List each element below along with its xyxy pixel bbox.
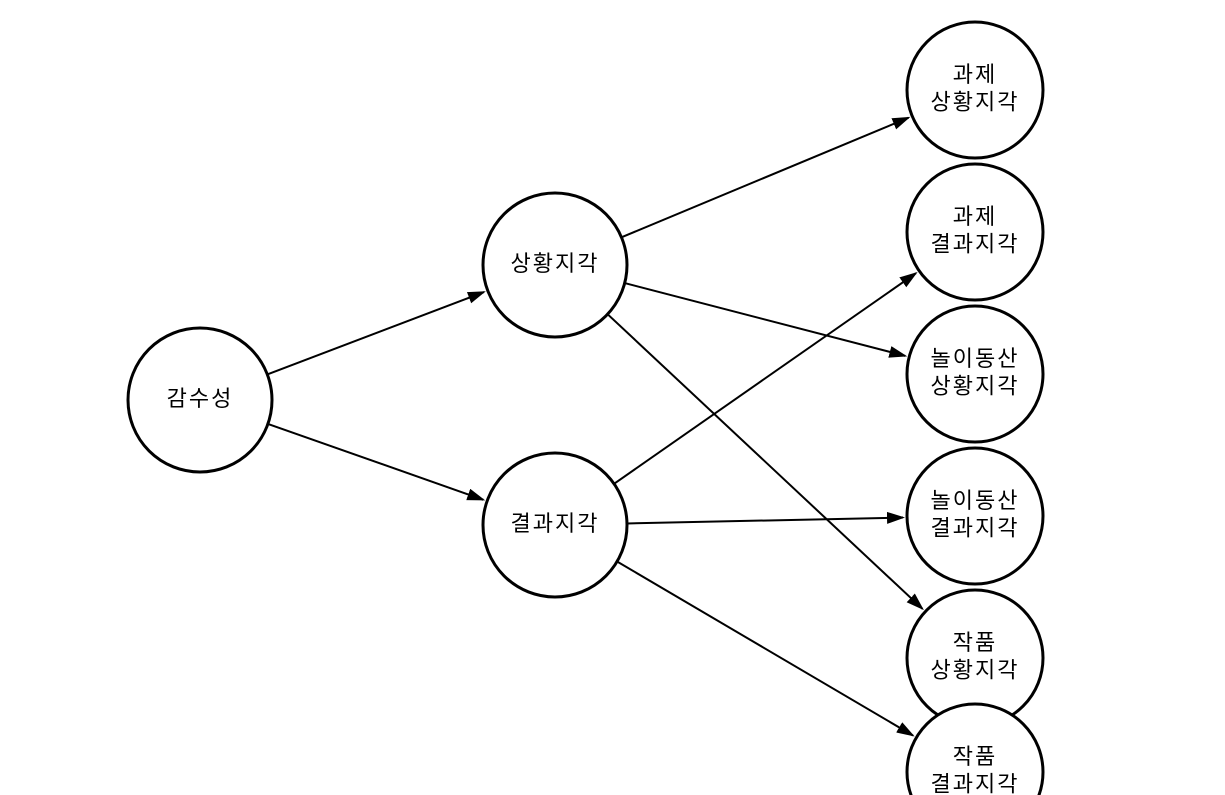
node-label-leaf2-line0: 과제 (953, 204, 997, 229)
edge-mid1-leaf3 (625, 283, 906, 356)
node-label-leaf5-line1: 상황지각 (931, 658, 1020, 683)
node-label-leaf3-line1: 상황지각 (931, 374, 1020, 399)
node-label-leaf2-line1: 결과지각 (931, 232, 1020, 257)
node-mid1: 상황지각 (483, 193, 627, 337)
node-leaf6: 작품결과지각 (907, 704, 1043, 795)
node-leaf1: 과제상황지각 (907, 22, 1043, 158)
node-label-mid2-line0: 결과지각 (511, 511, 600, 536)
nodes-layer: 감수성상황지각결과지각과제상황지각과제결과지각놀이동산상황지각놀이동산결과지각작… (128, 22, 1043, 795)
node-label-leaf6-line1: 결과지각 (931, 772, 1020, 795)
edge-mid2-leaf4 (627, 518, 903, 524)
edge-root-mid1 (267, 292, 484, 374)
node-leaf2: 과제결과지각 (907, 164, 1043, 300)
node-label-leaf1-line0: 과제 (953, 62, 997, 87)
node-root: 감수성 (128, 328, 272, 472)
node-label-root-line0: 감수성 (167, 386, 234, 411)
edge-mid2-leaf6 (617, 561, 913, 735)
edge-mid2-leaf2 (614, 273, 916, 484)
node-label-leaf1-line1: 상황지각 (931, 90, 1020, 115)
node-label-leaf3-line0: 놀이동산 (931, 346, 1020, 371)
edge-mid1-leaf1 (621, 118, 908, 238)
node-label-leaf6-line0: 작품 (953, 744, 997, 769)
node-label-leaf4-line0: 놀이동산 (931, 488, 1020, 513)
node-leaf3: 놀이동산상황지각 (907, 306, 1043, 442)
node-label-mid1-line0: 상황지각 (511, 251, 600, 276)
node-mid2: 결과지각 (483, 453, 627, 597)
edge-root-mid2 (268, 424, 483, 500)
edge-mid1-leaf5 (608, 314, 923, 609)
node-label-leaf5-line0: 작품 (953, 630, 997, 655)
network-diagram: 감수성상황지각결과지각과제상황지각과제결과지각놀이동산상황지각놀이동산결과지각작… (0, 0, 1225, 795)
node-label-leaf4-line1: 결과지각 (931, 516, 1020, 541)
node-leaf4: 놀이동산결과지각 (907, 448, 1043, 584)
